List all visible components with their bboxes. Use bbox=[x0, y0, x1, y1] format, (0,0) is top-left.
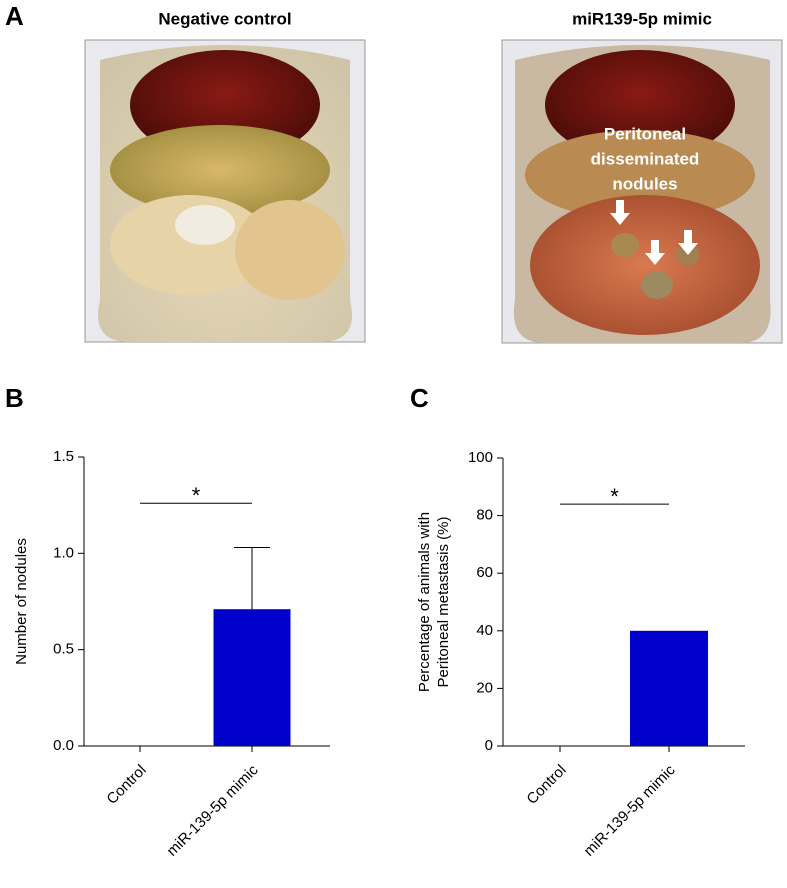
panel-label: C bbox=[410, 383, 429, 413]
photo-title: miR139-5p mimic bbox=[572, 9, 712, 28]
bar bbox=[213, 609, 291, 746]
y-axis-label: Peritoneal metastasis (%) bbox=[435, 517, 452, 688]
y-axis-label: Percentage of animals with bbox=[416, 512, 433, 692]
x-tick-label: Control bbox=[523, 762, 569, 808]
x-tick-label: Control bbox=[103, 762, 149, 808]
arrows bbox=[610, 200, 698, 265]
significance-label: * bbox=[192, 483, 201, 508]
y-tick-label: 20 bbox=[476, 679, 493, 696]
y-tick-label: 80 bbox=[476, 507, 493, 524]
y-tick-label: 0 bbox=[485, 737, 493, 754]
y-tick-label: 40 bbox=[476, 622, 493, 639]
panel-label: A bbox=[5, 1, 24, 31]
y-tick-label: 1.5 bbox=[53, 448, 74, 465]
photo bbox=[84, 39, 366, 343]
y-tick-label: 60 bbox=[476, 564, 493, 581]
bar bbox=[630, 630, 708, 746]
x-tick-label: miR-139-5p mimic bbox=[164, 761, 262, 859]
photo-title: Negative control bbox=[158, 9, 291, 28]
x-tick-label: miR-139-5p mimic bbox=[581, 761, 679, 859]
y-axis-label: Number of nodules bbox=[13, 538, 30, 665]
photo bbox=[501, 39, 783, 344]
y-tick-label: 100 bbox=[468, 449, 493, 466]
annotation: Peritoneal bbox=[604, 124, 686, 143]
annotation: disseminated bbox=[591, 149, 700, 168]
annotation: nodules bbox=[612, 174, 677, 193]
significance-label: * bbox=[610, 484, 619, 509]
y-tick-label: 1.0 bbox=[53, 544, 74, 561]
y-tick-label: 0.0 bbox=[53, 737, 74, 754]
y-tick-label: 0.5 bbox=[53, 641, 74, 658]
panel-label: B bbox=[5, 383, 24, 413]
